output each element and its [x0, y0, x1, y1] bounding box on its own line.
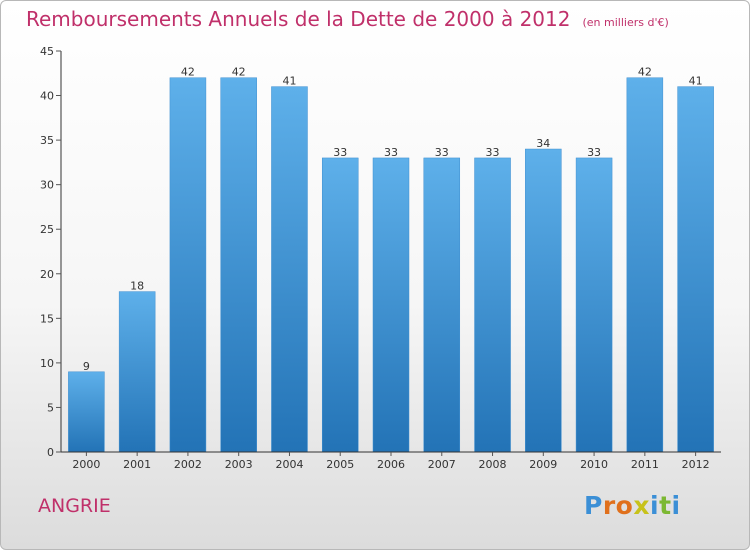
y-tick-label: 0	[47, 446, 54, 459]
x-tick-label: 2002	[174, 458, 202, 471]
commune-name: ANGRIE	[38, 495, 111, 517]
x-tick-label: 2000	[72, 458, 100, 471]
bar-2001	[118, 291, 156, 453]
x-tick-label: 2008	[479, 458, 507, 471]
data-label: 41	[689, 75, 703, 88]
chart-title-text: Remboursements Annuels de la Dette de 20…	[26, 7, 571, 31]
logo-letter: t	[659, 491, 672, 520]
data-label: 33	[587, 146, 601, 159]
chart-title: Remboursements Annuels de la Dette de 20…	[26, 7, 669, 31]
y-tick-label: 20	[40, 268, 54, 281]
bars: 9 18 42 42 41 33 33 33 33 34 33 42 41	[68, 66, 714, 453]
y-axis: 0 5 10 15 20 25 30 35 40 45	[40, 45, 62, 459]
x-tick-label: 2001	[123, 458, 151, 471]
bar-2000	[68, 371, 105, 453]
x-tick-label: 2010	[580, 458, 608, 471]
x-axis: 2000 2001 2002 2003 2004 2005 2006 2007 2008 2009…	[61, 451, 721, 471]
logo-letter: x	[633, 491, 650, 520]
bar-2011	[626, 77, 664, 453]
y-tick-label: 45	[40, 45, 54, 58]
data-label: 41	[282, 75, 296, 88]
x-tick-label: 2012	[682, 458, 710, 471]
bar-2002	[169, 77, 207, 453]
bar-2005	[321, 157, 359, 453]
logo-letter: P	[584, 491, 603, 520]
y-tick-label: 5	[47, 401, 54, 414]
bar-2006	[372, 157, 410, 453]
x-tick-label: 2009	[529, 458, 557, 471]
x-tick-label: 2005	[326, 458, 354, 471]
y-tick-label: 10	[40, 357, 54, 370]
data-label: 18	[130, 280, 144, 293]
x-tick-label: 2011	[631, 458, 659, 471]
bar-2004	[271, 86, 308, 453]
bar-2003	[220, 77, 257, 453]
logo-letter: i	[671, 491, 681, 520]
unit-note: (en milliers d'€)	[582, 16, 669, 29]
x-tick-label: 2003	[225, 458, 253, 471]
data-label: 33	[435, 146, 449, 159]
data-label: 42	[638, 66, 652, 79]
y-tick-label: 25	[40, 223, 54, 236]
proxiti-logo: Proxiti	[584, 491, 681, 520]
data-label: 34	[536, 137, 550, 150]
bar-2009	[525, 148, 562, 453]
x-tick-label: 2006	[377, 458, 405, 471]
logo-letter: o	[615, 491, 634, 520]
y-tick-label: 35	[40, 134, 54, 147]
logo-letter: i	[650, 491, 660, 520]
logo-letter: r	[602, 491, 616, 520]
data-label: 33	[384, 146, 398, 159]
bar-2012	[677, 86, 714, 453]
data-label: 33	[486, 146, 500, 159]
y-tick-label: 40	[40, 90, 54, 103]
y-tick-label: 15	[40, 312, 54, 325]
data-label: 42	[181, 66, 195, 79]
data-label: 9	[83, 360, 90, 373]
bar-2008	[474, 157, 511, 453]
bar-2007	[423, 157, 461, 453]
x-tick-label: 2004	[275, 458, 303, 471]
data-label: 33	[333, 146, 347, 159]
data-label: 42	[232, 66, 246, 79]
x-tick-label: 2007	[428, 458, 456, 471]
y-tick-label: 30	[40, 179, 54, 192]
bar-2010	[575, 157, 613, 453]
